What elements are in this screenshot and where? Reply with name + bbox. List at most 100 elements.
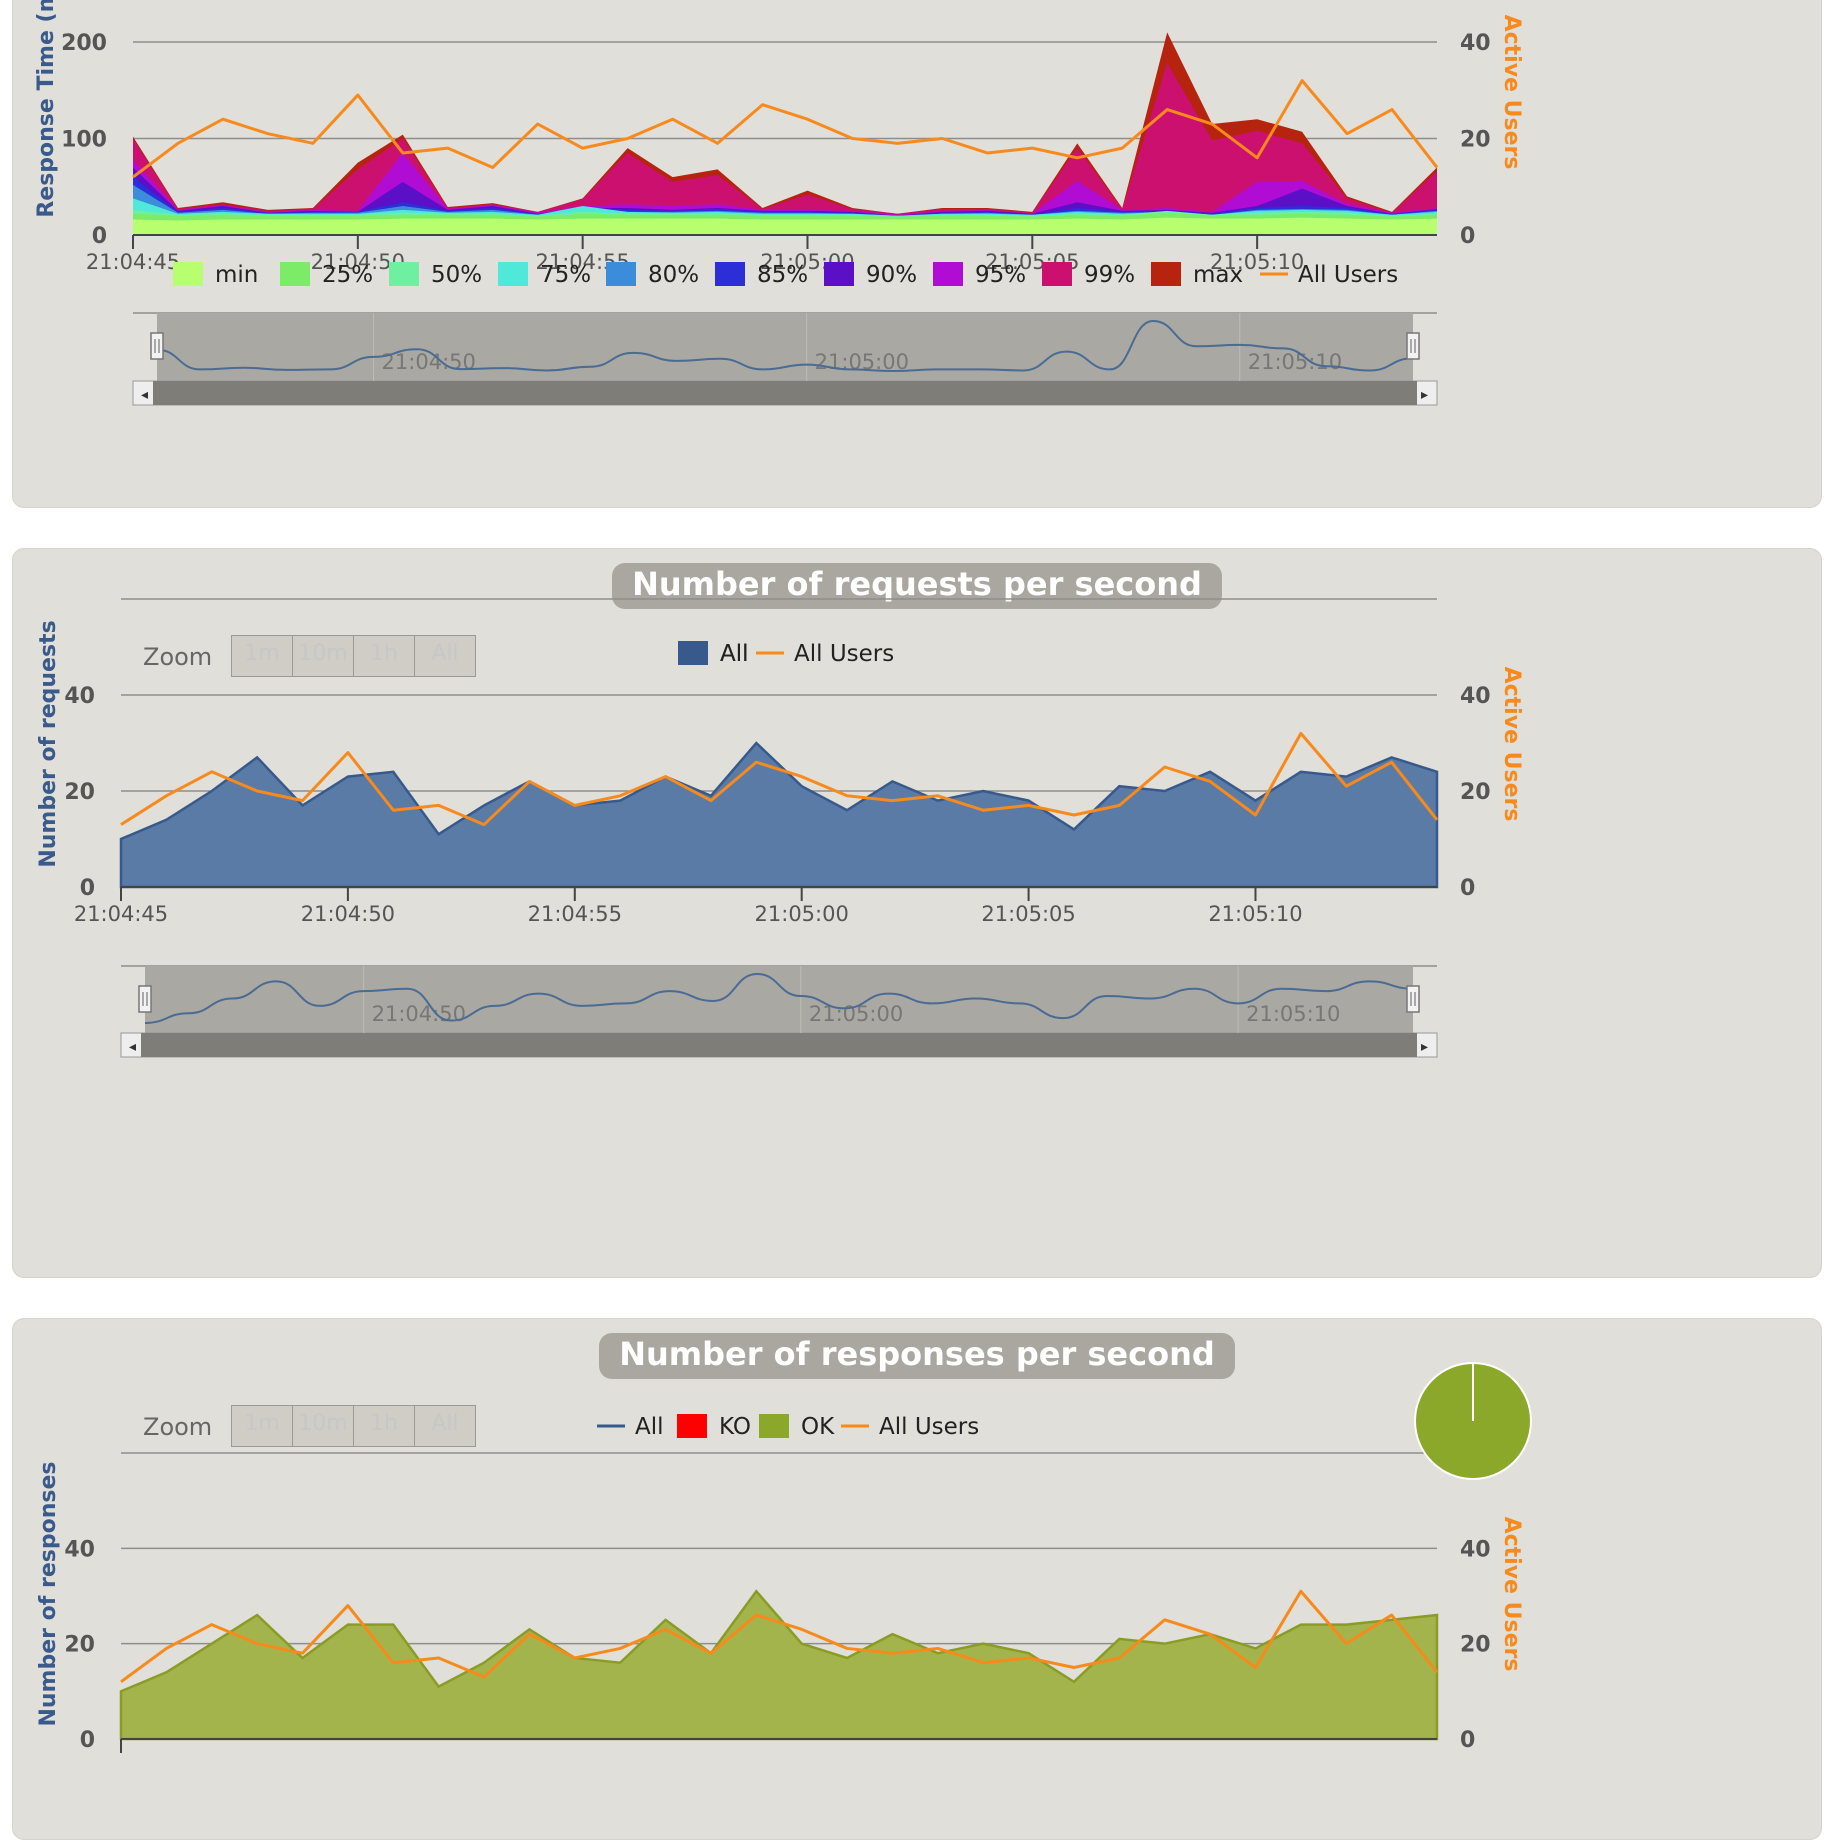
legend-swatch-ok: [759, 1414, 789, 1438]
navigator-tick-label: 21:05:10: [1248, 350, 1342, 374]
navigator-tick-label: 21:04:50: [372, 1002, 466, 1026]
zoom-1m-button[interactable]: 1m: [232, 636, 293, 676]
legend-label-all: All: [720, 641, 749, 667]
y-tick-label: 0: [80, 1728, 95, 1753]
legend-label-95pct: 95%: [975, 262, 1026, 288]
requests-chart-title: Number of requests per second: [612, 563, 1222, 609]
x-tick-label: 21:05:10: [1210, 250, 1304, 274]
all-users-line: [120, 1589, 1439, 1684]
legend-swatch-80pct: [606, 262, 636, 286]
legend-label-85pct: 85%: [757, 262, 808, 288]
y-tick-label: 0: [80, 876, 95, 901]
y-tick-label: 200: [61, 31, 107, 56]
all-users-line: [132, 79, 1439, 179]
y-tick-label: 40: [64, 1537, 95, 1562]
navigator-selection: [157, 313, 1413, 381]
zoom-1h-button[interactable]: 1h: [354, 636, 415, 676]
legend-label-all: All: [635, 1414, 664, 1440]
legend-swatch-75pct: [498, 262, 528, 286]
series-area-ok: [119, 1589, 1439, 1741]
x-tick-label: 21:04:55: [528, 902, 622, 926]
x-tick-label: 21:05:00: [755, 902, 849, 926]
y2-tick-label: 40: [1460, 1537, 1491, 1562]
y-axis-title: Response Time (ms): [34, 0, 59, 218]
responses-chart-title: Number of responses per second: [599, 1333, 1235, 1379]
y2-tick-label: 0: [1460, 1728, 1475, 1753]
legend-label-80pct: 80%: [648, 262, 699, 288]
scroll-left-arrow-icon: ◂: [141, 387, 148, 403]
navigator-scrollbar-thumb: [153, 381, 1417, 405]
navigator-right-handle[interactable]: [1406, 332, 1420, 360]
scroll-left-arrow-icon: ◂: [129, 1039, 136, 1055]
y2-axis-title: Active Users: [1499, 15, 1524, 170]
navigator-selection: [145, 966, 1413, 1033]
legend-label-all-users: All Users: [1298, 262, 1398, 288]
x-tick-label: 21:05:10: [1208, 902, 1302, 926]
legend-swatch-50pct: [389, 262, 419, 286]
y-tick-label: 100: [61, 128, 107, 153]
navigator-right-handle[interactable]: [1406, 985, 1420, 1013]
legend-label-all-users: All Users: [794, 641, 894, 667]
zoom-10m-button[interactable]: 10m: [293, 1406, 354, 1446]
legend-swatch-max: [1151, 262, 1181, 286]
navigator-left-handle[interactable]: [150, 332, 164, 360]
responses-panel: Number of responses per second Zoom 1m 1…: [12, 1318, 1822, 1840]
requests-chart: 0 20 40 0 20 40 21:04:45 21:04:50 21:04:55 21:05:…: [36, 598, 1524, 1058]
legend-label-min: min: [215, 262, 258, 288]
legend-swatch-85pct: [715, 262, 745, 286]
y-tick-label: 0: [92, 224, 107, 249]
y2-tick-label: 0: [1460, 224, 1475, 249]
zoom-all-button[interactable]: All: [415, 636, 475, 676]
legend-label-50pct: 50%: [431, 262, 482, 288]
all-users-line: [120, 731, 1439, 827]
y2-tick-label: 20: [1460, 1633, 1491, 1658]
scroll-right-arrow-icon: ▸: [1421, 1039, 1428, 1055]
legend-label-all: All: [720, 641, 749, 667]
legend-label-max: max: [1193, 262, 1243, 288]
y2-tick-label: 40: [1460, 31, 1491, 56]
legend-label-ko: KO: [719, 1414, 751, 1440]
y-axis-title: Number of requests: [36, 620, 61, 867]
legend-swatch-all: [678, 641, 708, 665]
y-tick-label: 40: [64, 684, 95, 709]
series-area-all: [119, 741, 1439, 889]
y2-axis-title: Active Users: [1499, 1517, 1524, 1672]
x-tick-label: 21:04:45: [86, 250, 180, 274]
legend-label-99pct: 99%: [1084, 262, 1135, 288]
y2-tick-label: 20: [1460, 780, 1491, 805]
y2-axis-title: Active Users: [1499, 667, 1524, 822]
requests-panel: Number of requests per second Zoom 1m 10…: [12, 548, 1822, 1278]
scroll-right-arrow-icon: ▸: [1421, 387, 1428, 403]
legend-swatch-95pct: [933, 262, 963, 286]
navigator-series-line: [156, 319, 1414, 373]
navigator-scrollbar-thumb: [141, 1033, 1417, 1057]
legend-label-75pct: 75%: [540, 262, 591, 288]
y2-tick-label: 0: [1460, 876, 1475, 901]
responses-title-wrap: Number of responses per second: [13, 1333, 1821, 1379]
y-axis-title: Number of responses: [36, 1461, 61, 1726]
legend-swatch-ko: [677, 1414, 707, 1438]
legend-swatch-25pct: [280, 262, 310, 286]
x-tick-label: 21:04:50: [301, 902, 395, 926]
zoom-label: Zoom: [143, 1413, 213, 1441]
navigator-series-line: [144, 972, 1414, 1024]
y-tick-label: 20: [64, 1633, 95, 1658]
y-tick-label: 20: [64, 780, 95, 805]
zoom-1m-button[interactable]: 1m: [232, 1406, 293, 1446]
series-area-min: [133, 217, 1437, 235]
legend-label-25pct: 25%: [322, 262, 373, 288]
zoom-1h-button[interactable]: 1h: [354, 1406, 415, 1446]
requests-title-wrap: Number of requests per second: [13, 563, 1821, 609]
legend-swatch-99pct: [1042, 262, 1072, 286]
zoom-label: Zoom: [143, 643, 213, 671]
legend-swatch-90pct: [824, 262, 854, 286]
y2-tick-label: 20: [1460, 128, 1491, 153]
zoom-all-button[interactable]: All: [415, 1406, 475, 1446]
legend-label-90pct: 90%: [866, 262, 917, 288]
response-time-panel: 0 100 200 0 20 40 21:04:45 21:04:50 21:04:55 21:0…: [12, 0, 1822, 508]
navigator-left-handle[interactable]: [138, 985, 152, 1013]
zoom-10m-button[interactable]: 10m: [293, 636, 354, 676]
legend-label-ok: OK: [801, 1414, 835, 1440]
